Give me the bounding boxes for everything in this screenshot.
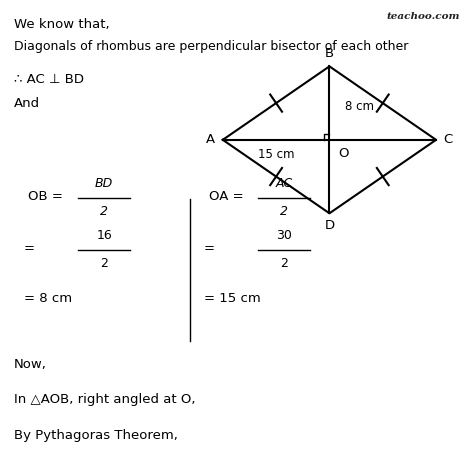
Text: =: = [204,242,219,255]
Text: O: O [338,147,348,160]
Text: BD: BD [95,177,113,190]
Text: 16: 16 [96,229,112,242]
Text: 15 cm: 15 cm [258,148,294,161]
Text: AC: AC [276,177,293,190]
Text: C: C [443,133,453,146]
Text: D: D [324,219,335,231]
Text: 8 cm: 8 cm [345,100,374,113]
Text: = 8 cm: = 8 cm [24,292,72,305]
Text: 2: 2 [281,257,288,270]
Text: =: = [24,242,39,255]
Text: 2: 2 [100,205,108,218]
Text: = 15 cm: = 15 cm [204,292,261,305]
Text: ∴ AC ⊥ BD: ∴ AC ⊥ BD [14,73,84,86]
Text: 2: 2 [100,257,108,270]
Text: 2: 2 [281,205,288,218]
Text: OB =: OB = [28,190,68,203]
Text: OA =: OA = [209,190,247,203]
Text: In △AOB, right angled at O,: In △AOB, right angled at O, [14,393,196,406]
Text: Now,: Now, [14,358,47,371]
Text: By Pythagoras Theorem,: By Pythagoras Theorem, [14,429,178,442]
Text: A: A [206,133,216,146]
Text: B: B [325,47,334,60]
Text: teachoo.com: teachoo.com [386,12,460,21]
Text: 30: 30 [276,229,292,242]
Text: We know that,: We know that, [14,18,110,31]
Text: And: And [14,97,40,110]
Text: Diagonals of rhombus are perpendicular bisector of each other: Diagonals of rhombus are perpendicular b… [14,40,409,53]
